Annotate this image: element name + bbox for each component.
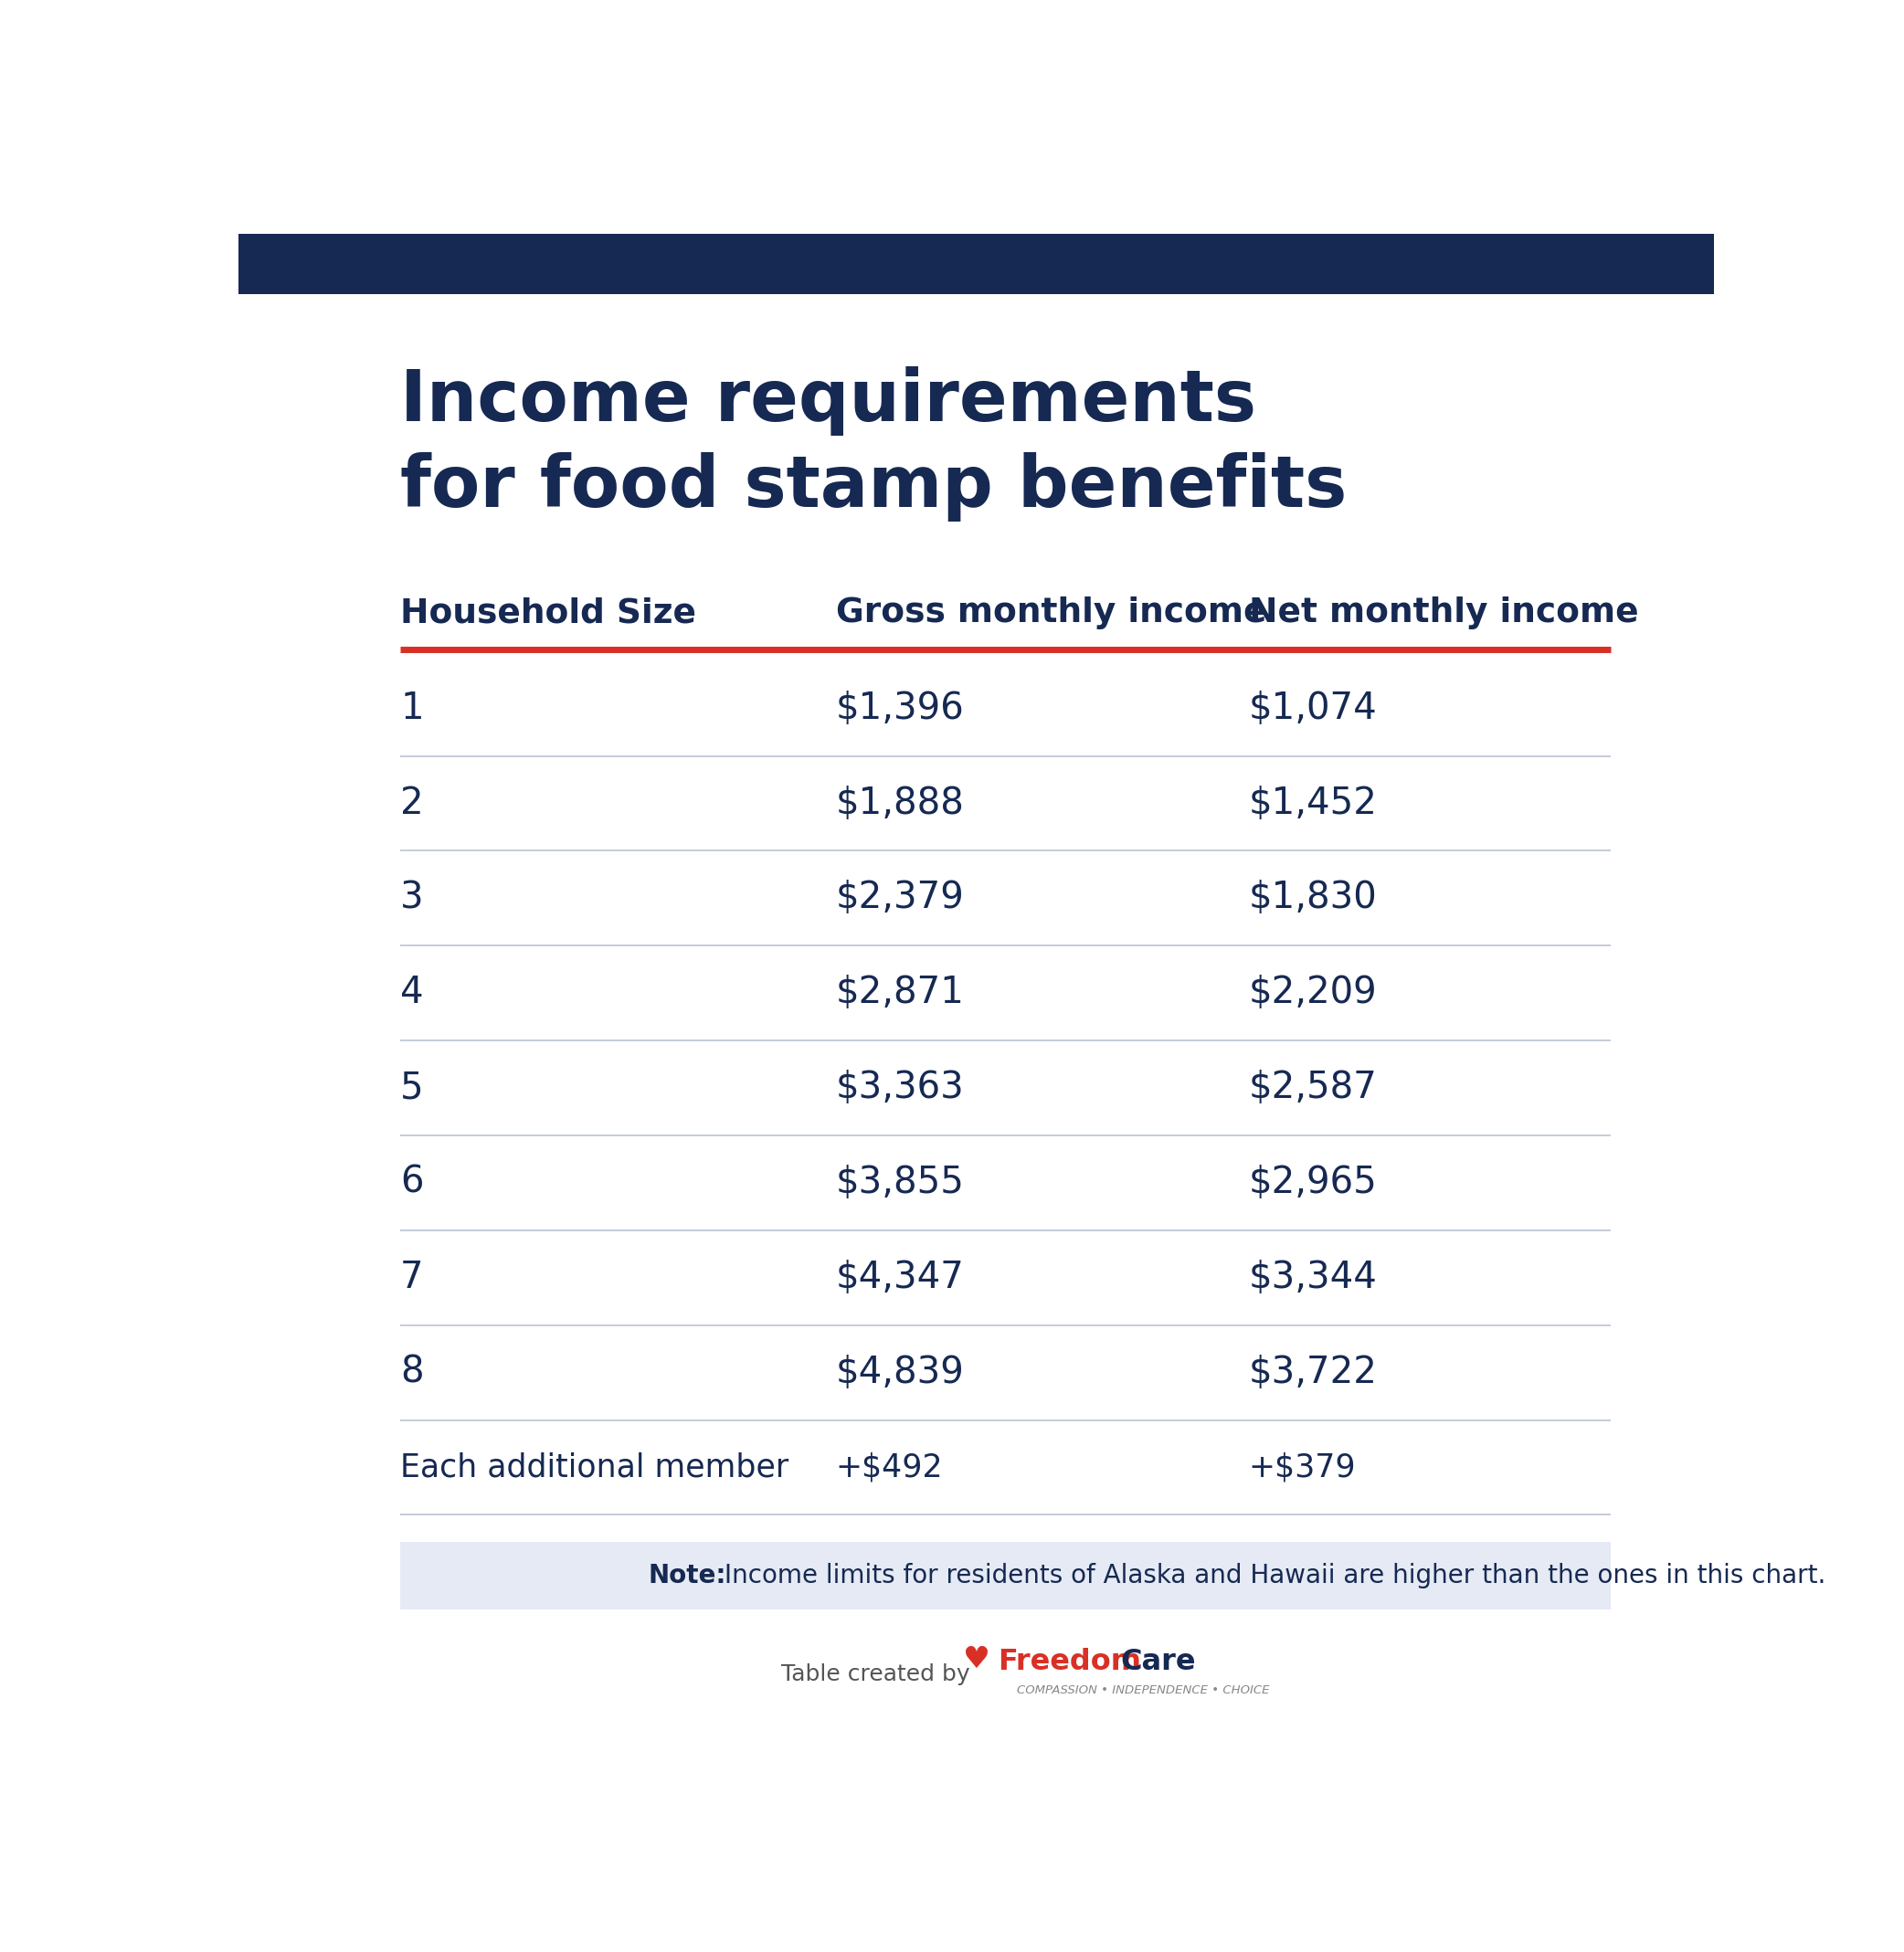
Text: Net monthly income: Net monthly income <box>1249 597 1639 629</box>
Text: $2,587: $2,587 <box>1249 1070 1377 1107</box>
Text: $1,452: $1,452 <box>1249 785 1377 822</box>
Text: $3,344: $3,344 <box>1249 1259 1377 1296</box>
Text: Note:: Note: <box>647 1564 725 1589</box>
Text: Each additional member: Each additional member <box>400 1452 788 1484</box>
Text: Care: Care <box>1120 1647 1196 1677</box>
Bar <box>238 234 1714 295</box>
Text: $2,965: $2,965 <box>1249 1165 1377 1200</box>
Text: $1,074: $1,074 <box>1249 691 1377 726</box>
Text: Gross monthly income: Gross monthly income <box>836 597 1266 629</box>
Text: 2: 2 <box>400 785 425 822</box>
Text: 6: 6 <box>400 1165 423 1200</box>
Text: $1,830: $1,830 <box>1249 880 1377 917</box>
Text: $4,347: $4,347 <box>836 1259 963 1296</box>
Text: Income requirements: Income requirements <box>400 367 1257 435</box>
Text: 1: 1 <box>400 691 425 726</box>
Bar <box>400 1542 1611 1610</box>
Text: $2,871: $2,871 <box>836 974 963 1011</box>
Text: Freedom: Freedom <box>998 1647 1140 1677</box>
Text: $1,888: $1,888 <box>836 785 963 822</box>
Text: $2,209: $2,209 <box>1249 974 1377 1011</box>
Text: Income limits for residents of Alaska and Hawaii are higher than the ones in thi: Income limits for residents of Alaska an… <box>716 1564 1826 1589</box>
Text: 8: 8 <box>400 1355 425 1392</box>
Text: 3: 3 <box>400 880 425 917</box>
Text: Table created by: Table created by <box>781 1663 969 1685</box>
Text: 5: 5 <box>400 1070 425 1107</box>
Text: ♥: ♥ <box>962 1644 990 1675</box>
Text: 4: 4 <box>400 974 425 1011</box>
Text: $3,722: $3,722 <box>1249 1355 1377 1392</box>
Text: $2,379: $2,379 <box>836 880 963 917</box>
Text: for food stamp benefits: for food stamp benefits <box>400 453 1346 521</box>
Text: $3,855: $3,855 <box>836 1165 963 1200</box>
Text: $4,839: $4,839 <box>836 1355 963 1392</box>
Text: +$492: +$492 <box>836 1452 942 1484</box>
Text: $1,396: $1,396 <box>836 691 963 726</box>
Text: COMPASSION • INDEPENDENCE • CHOICE: COMPASSION • INDEPENDENCE • CHOICE <box>1017 1685 1270 1696</box>
Text: 7: 7 <box>400 1259 425 1296</box>
Text: Household Size: Household Size <box>400 597 697 629</box>
Text: +$379: +$379 <box>1249 1452 1356 1484</box>
Text: $3,363: $3,363 <box>836 1070 963 1107</box>
